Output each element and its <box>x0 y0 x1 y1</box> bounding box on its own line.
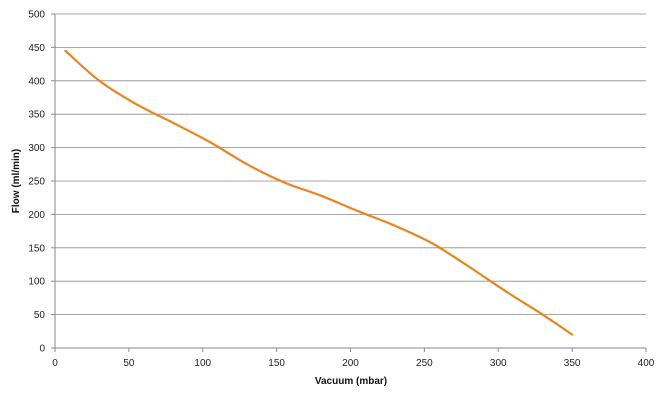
x-tick-label: 350 <box>564 358 581 369</box>
series-layer <box>64 49 574 336</box>
x-tick-label: 100 <box>194 358 211 369</box>
x-tick-label: 400 <box>638 358 655 369</box>
y-tick-label: 400 <box>28 76 45 87</box>
y-tick-label: 0 <box>39 344 45 355</box>
axes <box>51 13 647 352</box>
x-axis-title: Vacuum (mbar) <box>315 376 387 387</box>
y-tick-label: 250 <box>28 177 45 188</box>
x-tick-label: 0 <box>52 358 58 369</box>
x-tick-label: 200 <box>342 358 359 369</box>
x-tick-label: 150 <box>268 358 285 369</box>
series-line <box>64 49 574 336</box>
y-tick-label: 350 <box>28 110 45 121</box>
x-tick-label: 300 <box>490 358 507 369</box>
y-tick-label: 150 <box>28 243 45 254</box>
y-tick-label: 200 <box>28 210 45 221</box>
tick-labels: 0 50 100 150 200 250 300 350 400 450 500 0 50 100 150 2… <box>28 10 654 370</box>
y-tick-label: 100 <box>28 277 45 288</box>
y-tick-label: 450 <box>28 43 45 54</box>
y-tick-label: 500 <box>28 10 45 21</box>
y-tick-label: 50 <box>34 310 46 321</box>
y-axis-title: Flow (ml/min) <box>11 149 22 213</box>
x-tick-label: 250 <box>416 358 433 369</box>
gridlines <box>55 13 646 316</box>
y-tick-label: 300 <box>28 143 45 154</box>
x-tick-label: 50 <box>123 358 135 369</box>
